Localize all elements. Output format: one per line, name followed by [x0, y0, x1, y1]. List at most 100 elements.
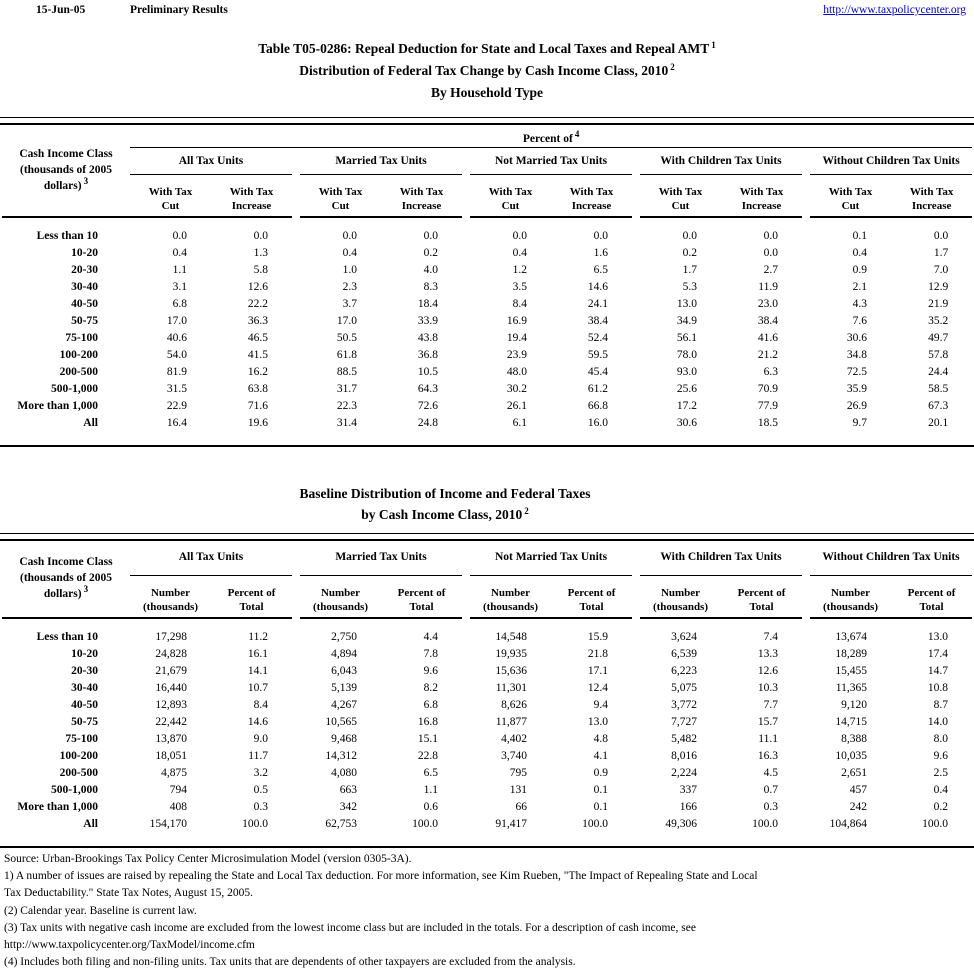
spacer: [462, 782, 470, 799]
table-row: Less than 10 17,298 11.2 2,750 4.4 14,548 15.9…: [2, 618, 972, 646]
cell-value: 38.4: [587, 315, 608, 327]
cell-value: 0.5: [253, 784, 268, 796]
spacer: [632, 217, 640, 245]
table-row: 75-100 40.6 46.5 50.5 43.8 19.4 52.4 56.1 41.6 30…: [2, 330, 972, 347]
spacer: [292, 765, 300, 782]
cell-value: 2.3: [342, 281, 357, 293]
cell-value: 24.4: [928, 366, 949, 378]
cell-value: 17.0: [166, 315, 187, 327]
cell-value: 11.1: [758, 733, 778, 745]
cell-value: 40.6: [166, 332, 187, 344]
cell-value: 1.7: [933, 247, 949, 259]
cell-value: 72.5: [846, 366, 867, 378]
spacer: [802, 364, 810, 381]
cell-value: 18.4: [417, 298, 438, 310]
cell-value: 0.4: [512, 247, 527, 259]
row-label: More than 1,000: [17, 400, 98, 412]
taxpolicycenter-link[interactable]: http://www.taxpolicycenter.org: [823, 4, 966, 16]
table-row: More than 1,000 22.9 71.6 22.3 72.6 26.1 66.8 1…: [2, 398, 972, 415]
spacer: [802, 262, 810, 279]
cell-value: 46.5: [247, 332, 268, 344]
cell-value: 61.2: [587, 383, 608, 395]
cell-value: 72.6: [417, 400, 438, 412]
cell-value: 10,035: [835, 750, 867, 762]
group-with-children-tax-units: With Children Tax Units: [640, 539, 802, 576]
cell-value: 59.5: [587, 349, 608, 361]
span-header-row: Cash Income Class (thousands of 2005 dol…: [2, 123, 973, 218]
col-percent-of-total: Percent of Total: [211, 575, 292, 619]
cell-value: 0.2: [933, 801, 948, 813]
cell-value: 49.7: [928, 332, 949, 344]
spacer: [802, 576, 810, 619]
cell-value: 24.8: [417, 417, 438, 429]
spacer: [632, 296, 640, 313]
cell-value: 34.9: [676, 315, 697, 327]
spacer: [462, 415, 470, 432]
col-with-tax-cut: With Tax Cut: [810, 174, 891, 218]
cell-value: 0.4: [852, 247, 867, 259]
cell-value: 0.2: [423, 247, 438, 259]
cash-income-class-header: Cash Income Class (thousands of 2005 dol…: [2, 123, 130, 218]
cell-value: 10.5: [417, 366, 438, 378]
spacer: [632, 748, 640, 765]
cell-value: 57.8: [928, 349, 949, 361]
cell-value: 14.7: [927, 665, 948, 677]
cell-value: 78.0: [676, 349, 697, 361]
cell-value: 2.5: [933, 767, 948, 779]
cell-value: 17.2: [676, 400, 697, 412]
cell-value: 7,727: [671, 716, 697, 728]
cell-value: 67.3: [928, 400, 949, 412]
cell-value: 8.3: [423, 281, 438, 293]
spacer: [292, 217, 300, 245]
spacer: [632, 347, 640, 364]
group-all-tax-units: All Tax Units: [130, 147, 292, 175]
cell-value: 16.0: [587, 417, 608, 429]
cell-value: 45.4: [587, 366, 608, 378]
cell-value: 100.0: [412, 818, 438, 830]
cell-value: 11,301: [495, 682, 527, 694]
spacer: [632, 262, 640, 279]
cell-value: 4.0: [423, 264, 438, 276]
cell-value: 12.6: [247, 281, 268, 293]
cell-value: 48.0: [506, 366, 527, 378]
cash-income-class-header: Cash Income Class (thousands of 2005 dol…: [2, 539, 130, 619]
spacer: [802, 782, 810, 799]
spacer: [292, 330, 300, 347]
cell-value: 64.3: [417, 383, 438, 395]
cell-value: 21.9: [928, 298, 949, 310]
spacer: [802, 539, 810, 576]
table-title-line3: By Household Type: [430, 85, 544, 100]
spacer: [292, 576, 300, 619]
cell-value: 0.6: [423, 801, 438, 813]
spacer: [802, 313, 810, 330]
cell-value: 7.8: [423, 648, 438, 660]
spacer: [462, 313, 470, 330]
spacer: [632, 313, 640, 330]
cell-value: 91,417: [495, 818, 527, 830]
cell-value: 22,442: [155, 716, 187, 728]
row-label: 100-200: [59, 349, 98, 361]
spacer: [462, 646, 470, 663]
spacer: [462, 364, 470, 381]
spacer: [802, 714, 810, 731]
cell-value: 13.0: [587, 716, 608, 728]
cell-value: 71.6: [247, 400, 268, 412]
row-label: 75-100: [65, 733, 98, 745]
spacer: [462, 262, 470, 279]
sub-header-row: Number (thousands) Percent of Total Number…: [2, 575, 972, 619]
cell-value: 52.4: [587, 332, 608, 344]
spacer: [462, 245, 470, 262]
col-percent-of-total: Percent of Total: [721, 575, 802, 619]
table-row: 100-200 18,051 11.7 14,312 22.8 3,740 4.1 8,016…: [2, 748, 972, 765]
cell-value: 70.9: [757, 383, 778, 395]
table-title-line2: Distribution of Federal Tax Change by Ca…: [299, 61, 675, 78]
cell-value: 100.0: [752, 818, 778, 830]
cell-value: 10,565: [325, 716, 357, 728]
cell-value: 23.9: [506, 349, 527, 361]
spacer: [632, 381, 640, 398]
group-not-married-tax-units: Not Married Tax Units: [470, 147, 632, 175]
cell-value: 4,875: [161, 767, 187, 779]
table-row: 10-20 24,828 16.1 4,894 7.8 19,935 21.8 6,539 13…: [2, 646, 972, 663]
spacer: [632, 646, 640, 663]
spacer: [462, 748, 470, 765]
